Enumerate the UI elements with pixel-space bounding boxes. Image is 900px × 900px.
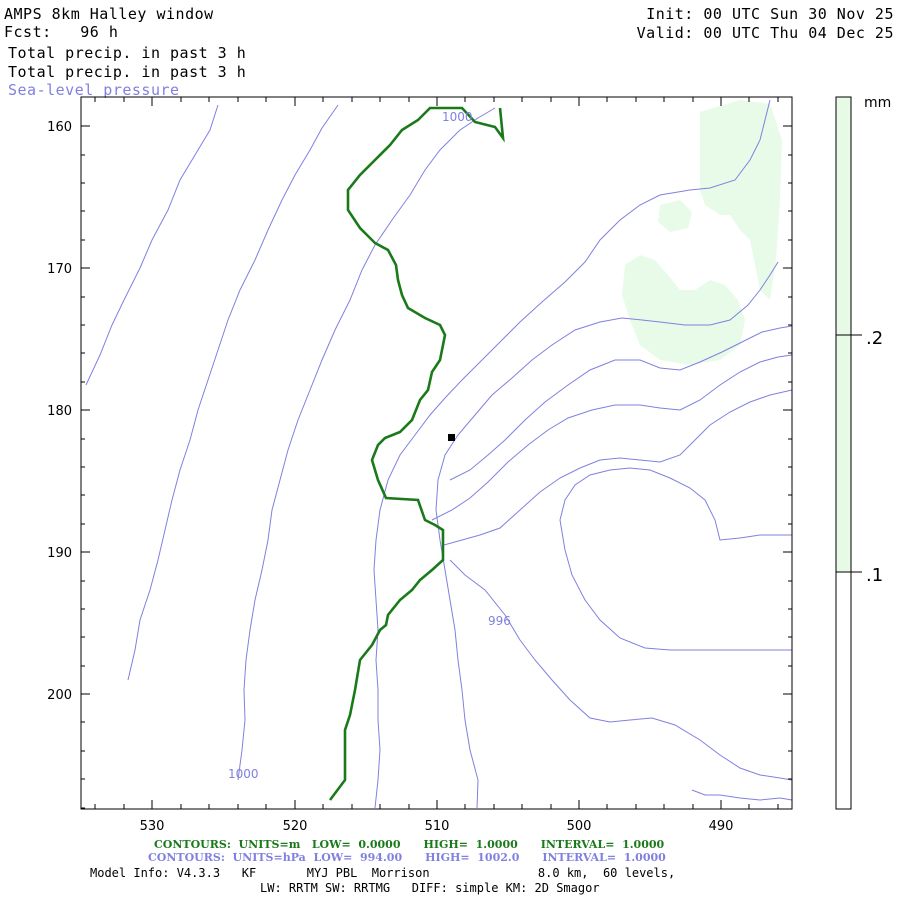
y-tick-label: 200 — [47, 688, 72, 703]
init-time: Init: 00 UTC Sun 30 Nov 25 — [646, 5, 894, 23]
contour-label: 1000 — [228, 767, 259, 781]
precip-area-northeast — [700, 100, 782, 300]
color-legend: mm .2 .1 — [835, 95, 891, 810]
isobar-line — [449, 325, 793, 481]
y-tick-label: 190 — [47, 546, 72, 561]
legend-level: .2 — [866, 328, 883, 349]
contour-label: 1000 — [442, 110, 473, 124]
x-tick-label: 510 — [425, 819, 450, 834]
isobar-line — [559, 467, 792, 541]
precip-area-small — [658, 200, 692, 232]
x-tick-label: 500 — [567, 819, 592, 834]
point-marker — [448, 434, 455, 441]
isobar-line — [435, 261, 779, 809]
legend-level: .1 — [866, 565, 883, 586]
field-label-precip-2: Total precip. in past 3 h — [8, 63, 247, 81]
y-axis-labels: 160 170 180 190 200 — [47, 120, 72, 703]
model-physics-info: LW: RRTM SW: RRTMG DIFF: simple KM: 2D S… — [260, 881, 600, 895]
map-title: AMPS 8km Halley window — [4, 5, 214, 23]
x-tick-label: 520 — [283, 819, 308, 834]
contours-info-slp: CONTOURS: UNITS=hPa LOW= 994.00 HIGH= 10… — [148, 851, 666, 864]
forecast-hour: Fcst: 96 h — [4, 23, 119, 41]
isobar-line — [237, 107, 496, 781]
terrain-contour-line — [328, 106, 505, 801]
legend-bin-lower — [835, 571, 852, 810]
isobar-line — [449, 559, 793, 781]
slp-isobars — [85, 99, 793, 809]
y-tick-label: 170 — [47, 262, 72, 277]
y-tick-label: 160 — [47, 120, 72, 135]
field-label-precip-1: Total precip. in past 3 h — [8, 44, 247, 62]
x-axis-labels: 530 520 510 500 490 — [140, 819, 734, 834]
x-tick-label: 530 — [140, 819, 165, 834]
isobar-line — [431, 354, 793, 521]
isobar-line — [559, 519, 792, 651]
y-tick-label: 180 — [47, 404, 72, 419]
contours-info-terrain: CONTOURS: UNITS=m LOW= 0.0000 HIGH= 1.00… — [154, 838, 665, 851]
legend-bin-upper — [835, 96, 852, 336]
isobar-line — [443, 389, 793, 546]
legend-unit: mm — [864, 95, 891, 111]
isobar-line — [85, 104, 219, 386]
axis-ticks — [81, 97, 792, 809]
isobar-line — [691, 789, 793, 801]
isobar-line — [127, 104, 339, 681]
isobar-line — [373, 99, 771, 809]
precip-area-east — [622, 255, 745, 365]
contour-label: 996 — [488, 614, 511, 628]
map-frame — [80, 96, 793, 810]
legend-bin-middle — [835, 334, 852, 573]
field-label-slp: Sea-level pressure — [8, 81, 180, 99]
precip-shading — [622, 100, 782, 365]
valid-time: Valid: 00 UTC Thu 04 Dec 25 — [636, 24, 894, 42]
model-info: Model Info: V4.3.3 KF MYJ PBL Morrison 8… — [90, 866, 676, 880]
x-tick-label: 490 — [709, 819, 734, 834]
